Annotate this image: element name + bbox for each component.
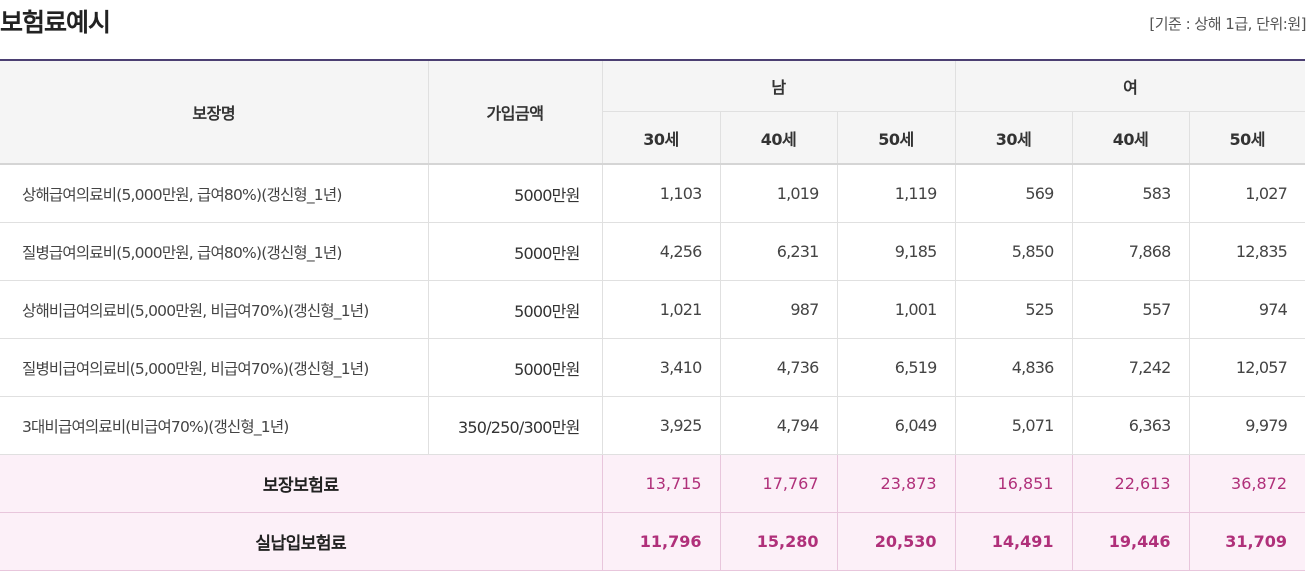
premium-cell: 525 — [954, 280, 1073, 339]
header-female-50: 50세 — [1188, 111, 1306, 165]
premium-cell: 4,256 — [601, 222, 721, 281]
premium-cell: 6,363 — [1071, 396, 1190, 455]
total-cell: 11,796 — [601, 512, 721, 571]
premium-cell: 12,835 — [1188, 222, 1306, 281]
total-cell: 17,767 — [719, 454, 838, 513]
table-totals: 보장보험료 13,715 17,767 23,873 16,851 22,613… — [0, 454, 1306, 571]
table-row: 질병급여의료비(5,000만원, 급여80%)(갱신형_1년) 5000만원 4… — [0, 222, 1306, 281]
premium-cell: 7,242 — [1071, 338, 1190, 397]
premium-cell: 1,119 — [836, 163, 956, 223]
table-row: 질병비급여의료비(5,000만원, 비급여70%)(갱신형_1년) 5000만원… — [0, 338, 1306, 397]
premium-cell: 557 — [1071, 280, 1190, 339]
total-cell: 23,873 — [836, 454, 956, 513]
header-female-30: 30세 — [954, 111, 1073, 165]
table-row: 상해급여의료비(5,000만원, 급여80%)(갱신형_1년) 5000만원 1… — [0, 163, 1306, 223]
total-label: 보장보험료 — [0, 454, 603, 513]
premium-cell: 12,057 — [1188, 338, 1306, 397]
premium-cell: 9,185 — [836, 222, 956, 281]
premium-cell: 974 — [1188, 280, 1306, 339]
coverage-amount: 5000만원 — [427, 338, 603, 397]
premium-cell: 583 — [1071, 163, 1190, 223]
total-cell: 36,872 — [1188, 454, 1306, 513]
total-cell: 16,851 — [954, 454, 1073, 513]
header-female: 여 — [954, 59, 1306, 112]
premium-cell: 6,231 — [719, 222, 838, 281]
total-label: 실납입보험료 — [0, 512, 603, 571]
total-row-coverage-premium: 보장보험료 13,715 17,767 23,873 16,851 22,613… — [0, 454, 1306, 513]
header-male-40: 40세 — [719, 111, 838, 165]
premium-cell: 3,925 — [601, 396, 721, 455]
total-cell: 22,613 — [1071, 454, 1190, 513]
coverage-name: 상해급여의료비(5,000만원, 급여80%)(갱신형_1년) — [0, 163, 429, 223]
premium-cell: 1,027 — [1188, 163, 1306, 223]
premium-cell: 987 — [719, 280, 838, 339]
coverage-amount: 5000만원 — [427, 163, 603, 223]
premium-cell: 6,519 — [836, 338, 956, 397]
premium-cell: 569 — [954, 163, 1073, 223]
premium-cell: 6,049 — [836, 396, 956, 455]
total-cell: 19,446 — [1071, 512, 1190, 571]
header-male: 남 — [601, 59, 956, 112]
premium-cell: 5,071 — [954, 396, 1073, 455]
premium-cell: 5,850 — [954, 222, 1073, 281]
coverage-name: 질병급여의료비(5,000만원, 급여80%)(갱신형_1년) — [0, 222, 429, 281]
header-male-50: 50세 — [836, 111, 956, 165]
coverage-name: 상해비급여의료비(5,000만원, 비급여70%)(갱신형_1년) — [0, 280, 429, 339]
header-male-30: 30세 — [601, 111, 721, 165]
premium-table: 보장명 가입금액 남 여 30세 40세 50세 30세 40세 50세 상해급… — [0, 59, 1306, 571]
header-coverage: 보장명 — [0, 59, 429, 165]
header-amount: 가입금액 — [427, 59, 603, 165]
premium-cell: 4,794 — [719, 396, 838, 455]
coverage-amount: 5000만원 — [427, 222, 603, 281]
coverage-amount: 5000만원 — [427, 280, 603, 339]
premium-cell: 1,021 — [601, 280, 721, 339]
premium-cell: 4,736 — [719, 338, 838, 397]
total-cell: 14,491 — [954, 512, 1073, 571]
total-cell: 31,709 — [1188, 512, 1306, 571]
premium-cell: 1,019 — [719, 163, 838, 223]
premium-cell: 1,001 — [836, 280, 956, 339]
total-row-actual-premium: 실납입보험료 11,796 15,280 20,530 14,491 19,44… — [0, 512, 1306, 571]
total-cell: 13,715 — [601, 454, 721, 513]
unit-note: [기준 : 상해 1급, 단위:원] — [1149, 15, 1306, 33]
table-row: 3대비급여의료비(비급여70%)(갱신형_1년) 350/250/300만원 3… — [0, 396, 1306, 455]
coverage-amount: 350/250/300만원 — [427, 396, 603, 455]
coverage-name: 질병비급여의료비(5,000만원, 비급여70%)(갱신형_1년) — [0, 338, 429, 397]
premium-cell: 3,410 — [601, 338, 721, 397]
table-row: 상해비급여의료비(5,000만원, 비급여70%)(갱신형_1년) 5000만원… — [0, 280, 1306, 339]
page-title: 보험료예시 — [0, 8, 111, 37]
premium-cell: 9,979 — [1188, 396, 1306, 455]
header-female-40: 40세 — [1071, 111, 1190, 165]
premium-cell: 1,103 — [601, 163, 721, 223]
total-cell: 15,280 — [719, 512, 838, 571]
premium-cell: 7,868 — [1071, 222, 1190, 281]
table-body: 상해급여의료비(5,000만원, 급여80%)(갱신형_1년) 5000만원 1… — [0, 163, 1306, 455]
total-cell: 20,530 — [836, 512, 956, 571]
table-header: 보장명 가입금액 남 여 30세 40세 50세 30세 40세 50세 — [0, 59, 1306, 165]
coverage-name: 3대비급여의료비(비급여70%)(갱신형_1년) — [0, 396, 429, 455]
premium-cell: 4,836 — [954, 338, 1073, 397]
